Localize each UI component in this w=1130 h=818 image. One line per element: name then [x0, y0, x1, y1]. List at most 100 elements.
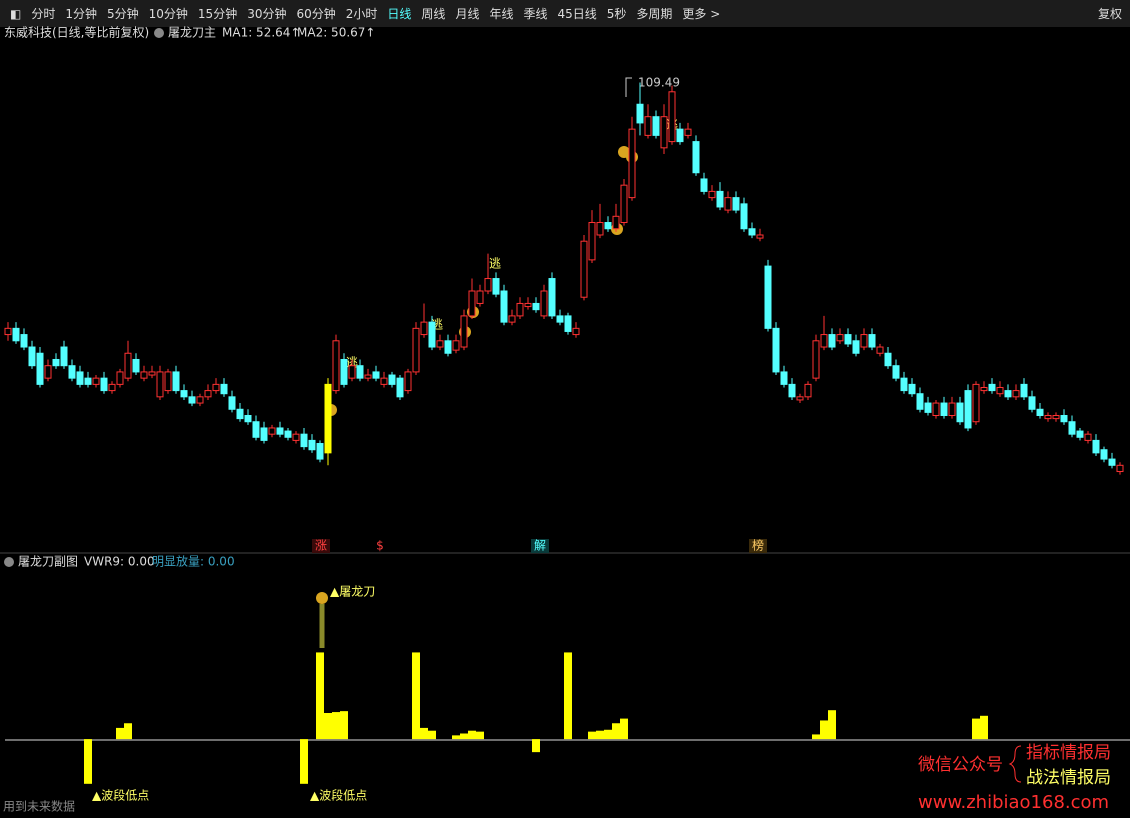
candle-body: [1076, 430, 1084, 438]
candle-body: [116, 371, 124, 385]
toolbar-item[interactable]: 1分钟: [65, 7, 97, 21]
bar: [452, 735, 460, 740]
candle-body: [500, 290, 508, 323]
candle-body: [612, 215, 620, 230]
bar: [532, 739, 540, 753]
candle-body: [468, 290, 476, 317]
candle-body: [12, 327, 20, 342]
candle-body: [348, 365, 356, 379]
candle-body: [180, 390, 188, 398]
candle-body: [660, 116, 668, 149]
toolbar-item[interactable]: 日线: [387, 7, 412, 21]
candle-body: [772, 327, 780, 373]
candle-body: [900, 377, 908, 392]
candle-body: [1060, 415, 1068, 423]
peak-label: 109.49: [638, 76, 680, 90]
bar: [300, 739, 308, 784]
candle-body: [708, 190, 716, 199]
low-label: ▲波段低点: [92, 788, 149, 803]
toolbar-item[interactable]: 分时: [31, 7, 56, 21]
candle-body: [276, 427, 284, 435]
marker: 榜: [752, 538, 764, 553]
bar: [420, 727, 428, 740]
candle-body: [668, 91, 676, 143]
candle-body: [84, 377, 92, 385]
candle-body: [1116, 464, 1124, 473]
candle-body: [548, 278, 556, 317]
collapse-icon[interactable]: [154, 28, 164, 38]
toolbar-item[interactable]: 45日线: [557, 7, 597, 21]
toolbar-button[interactable]: 复权: [1097, 7, 1122, 21]
candle-body: [452, 340, 460, 351]
toolbar-item[interactable]: 30分钟: [247, 7, 287, 21]
candle-body: [380, 377, 388, 385]
candle-body: [108, 383, 116, 392]
bar: [828, 710, 836, 740]
candle-body: [460, 315, 468, 348]
bar: [460, 733, 468, 740]
marker: $: [376, 539, 384, 553]
candle-body: [988, 383, 996, 392]
candle-body: [932, 402, 940, 416]
marker: 解: [534, 539, 546, 553]
marker-bg: [312, 539, 330, 553]
watermark: www.zhibiao168.com: [918, 792, 1109, 813]
bar: [820, 720, 828, 740]
candle-body: [1092, 439, 1100, 454]
candle-body: [340, 358, 348, 385]
collapse-icon[interactable]: [4, 557, 14, 567]
candle-body: [1068, 421, 1076, 435]
bar: [84, 739, 92, 784]
candle-body: [476, 290, 484, 304]
candle-body: [1036, 408, 1044, 416]
candle-body: [92, 377, 100, 385]
toolbar-item[interactable]: 10分钟: [148, 7, 188, 21]
toolbar-item[interactable]: 月线: [455, 7, 480, 21]
candle-body: [692, 141, 700, 174]
candle-body: [484, 278, 492, 292]
toolbar-item[interactable]: 多周期: [636, 7, 673, 21]
toolbar-item[interactable]: 5分钟: [107, 7, 139, 21]
bar: [412, 652, 420, 740]
toolbar: ◧ 分时 1分钟 5分钟 10分钟 15分钟 30分钟 60分钟 2小时 日线 周线 月线 年线 季线 45…: [0, 0, 1130, 27]
watermark: 指标情报局: [1026, 743, 1111, 763]
candle-body: [796, 396, 804, 401]
toolbar-item[interactable]: 15分钟: [197, 7, 238, 21]
marker-bg: [531, 539, 549, 553]
candle-body: [420, 321, 428, 336]
toolbar-item[interactable]: 60分钟: [296, 7, 336, 21]
candle-body: [244, 415, 252, 423]
candle-body: [1004, 390, 1012, 398]
candle-body: [524, 302, 532, 308]
candle-body: [948, 402, 956, 416]
candle-body: [924, 402, 932, 413]
toolbar-item[interactable]: 5秒: [606, 7, 627, 21]
candle-body: [980, 386, 988, 392]
candle-body: [844, 334, 852, 345]
candle-body: [884, 352, 892, 367]
toolbar-item[interactable]: 2小时: [345, 7, 378, 21]
candle-body: [236, 408, 244, 420]
candle-body: [956, 402, 964, 423]
bar: [564, 652, 572, 740]
candle-body: [732, 197, 740, 211]
toolbar-item[interactable]: 更多 >: [682, 7, 721, 21]
candle-body: [620, 184, 628, 224]
candle-body: [908, 383, 916, 395]
candle-body: [1020, 383, 1028, 398]
bar: [468, 730, 476, 740]
candle-body: [740, 203, 748, 230]
candle-body: [716, 190, 724, 208]
toolbar-item[interactable]: 季线: [523, 7, 548, 21]
toolbar-icon[interactable]: ◧: [10, 6, 22, 21]
watermark: 微信公众号: [918, 755, 1003, 775]
candle-body: [212, 383, 220, 392]
candle-body: [1028, 396, 1036, 410]
candle-body: [364, 374, 372, 379]
sub-title: 屠龙刀副图: [18, 555, 78, 569]
ma-label: MA1: 52.64↑: [222, 26, 300, 40]
bar: [980, 715, 988, 740]
candle-body: [444, 340, 452, 354]
toolbar-item[interactable]: 周线: [421, 7, 446, 21]
toolbar-item[interactable]: 年线: [489, 7, 514, 21]
